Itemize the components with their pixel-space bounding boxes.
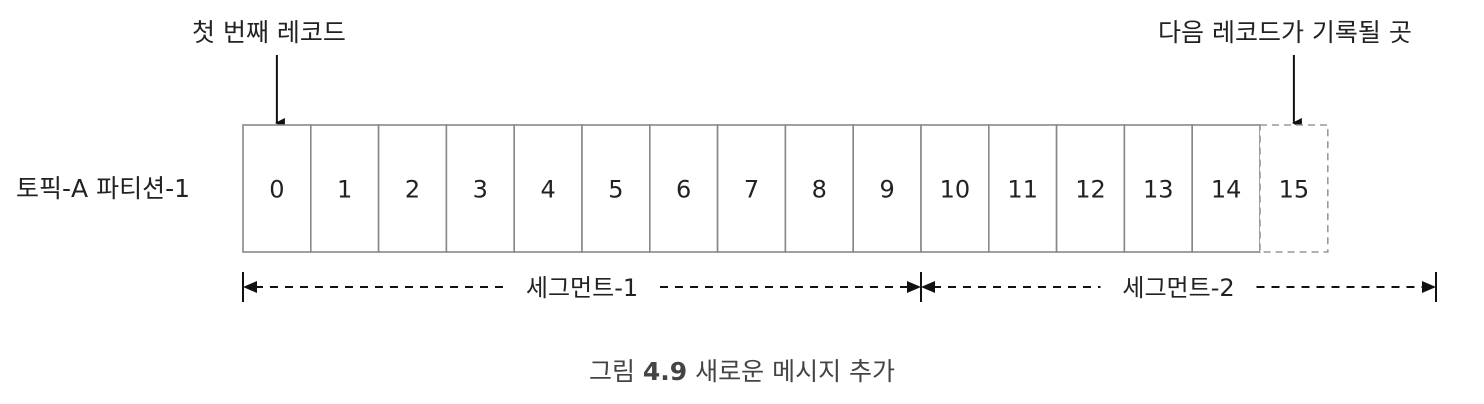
record-cell-12 bbox=[1055, 124, 1126, 253]
record-offset-8: 8 bbox=[812, 176, 827, 204]
record-offset-9: 9 bbox=[879, 176, 894, 204]
record-cell-8 bbox=[784, 124, 855, 253]
record-cell-5 bbox=[581, 124, 651, 253]
record-offset-4: 4 bbox=[540, 176, 555, 204]
record-cell-11 bbox=[987, 124, 1058, 253]
record-offset-13: 13 bbox=[1143, 176, 1174, 204]
record-cell-10 bbox=[920, 124, 990, 253]
next-record-label: 다음 레코드가 기록될 곳 bbox=[1158, 18, 1412, 47]
segment-arrowhead-right bbox=[907, 281, 921, 293]
segment-label-1: 세그먼트-1 bbox=[526, 274, 638, 302]
record-offset-10: 10 bbox=[940, 176, 971, 204]
record-cell-9 bbox=[852, 124, 922, 253]
segment-arrowhead-left bbox=[921, 281, 935, 293]
record-offset-5: 5 bbox=[608, 176, 623, 204]
record-offset-7: 7 bbox=[744, 176, 759, 204]
record-offset-14: 14 bbox=[1211, 176, 1242, 204]
record-cell-13 bbox=[1123, 124, 1194, 253]
caption-figure-label: 그림 bbox=[588, 357, 635, 386]
record-offset-1: 1 bbox=[337, 176, 352, 204]
record-offset-11: 11 bbox=[1007, 176, 1038, 204]
segment-label-2: 세그먼트-2 bbox=[1122, 274, 1234, 302]
first-record-label: 첫 번째 레코드 bbox=[192, 18, 346, 47]
record-cell-4 bbox=[513, 124, 583, 253]
next-record-offset: 15 bbox=[1279, 176, 1310, 204]
record-offset-0: 0 bbox=[269, 176, 284, 204]
record-cell-0 bbox=[242, 124, 312, 253]
record-cell-14 bbox=[1191, 124, 1261, 253]
record-offset-6: 6 bbox=[676, 176, 691, 204]
caption-title: 새로운 메시지 추가 bbox=[695, 357, 896, 386]
caption-figure-number: 4.9 bbox=[642, 357, 688, 386]
record-cell-3 bbox=[445, 124, 515, 253]
record-offset-2: 2 bbox=[405, 176, 420, 204]
record-cell-1 bbox=[309, 124, 380, 253]
segment-arrowhead-left bbox=[243, 281, 257, 293]
next-record-slot bbox=[1259, 124, 1329, 253]
record-cell-6 bbox=[648, 124, 719, 253]
figure-caption: 그림 4.9 새로운 메시지 추가 bbox=[0, 352, 1484, 388]
record-offset-12: 12 bbox=[1075, 176, 1106, 204]
partition-label: 토픽-A 파티션-1 bbox=[16, 174, 190, 203]
record-offset-3: 3 bbox=[473, 176, 488, 204]
segment-arrowhead-right bbox=[1422, 281, 1436, 293]
